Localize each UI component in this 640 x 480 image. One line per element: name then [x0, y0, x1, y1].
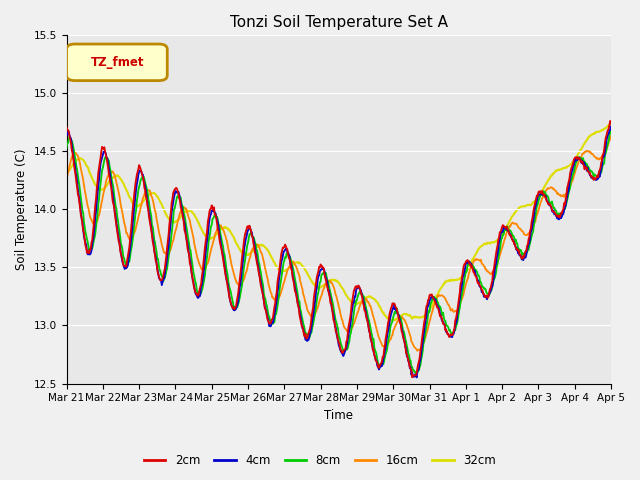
- 4cm: [182, 233, 190, 239]
- 4cm: [438, 317, 445, 323]
- 32cm: [558, 166, 566, 172]
- Text: TZ_fmet: TZ_fmet: [90, 56, 144, 69]
- 2cm: [63, 124, 70, 130]
- 8cm: [182, 222, 190, 228]
- 32cm: [388, 317, 396, 323]
- 4cm: [383, 333, 391, 339]
- Y-axis label: Soil Temperature (C): Soil Temperature (C): [15, 149, 28, 270]
- 2cm: [383, 327, 391, 333]
- Line: 16cm: 16cm: [67, 136, 611, 351]
- 16cm: [558, 193, 566, 199]
- 4cm: [205, 217, 213, 223]
- Line: 8cm: 8cm: [67, 129, 611, 374]
- 4cm: [63, 132, 70, 138]
- Legend: 2cm, 4cm, 8cm, 16cm, 32cm: 2cm, 4cm, 8cm, 16cm, 32cm: [140, 449, 500, 472]
- 2cm: [607, 120, 615, 126]
- 2cm: [330, 318, 338, 324]
- 16cm: [205, 254, 213, 260]
- X-axis label: Time: Time: [324, 409, 353, 422]
- 8cm: [607, 126, 615, 132]
- 8cm: [438, 310, 445, 316]
- Line: 32cm: 32cm: [67, 122, 611, 320]
- Line: 2cm: 2cm: [67, 121, 611, 377]
- 4cm: [607, 124, 615, 130]
- 16cm: [383, 343, 391, 348]
- 8cm: [330, 310, 338, 315]
- 32cm: [63, 171, 70, 177]
- 32cm: [182, 209, 190, 215]
- 8cm: [63, 145, 70, 151]
- 4cm: [413, 374, 420, 380]
- 16cm: [182, 205, 190, 211]
- 4cm: [558, 214, 566, 219]
- 32cm: [205, 236, 213, 241]
- Title: Tonzi Soil Temperature Set A: Tonzi Soil Temperature Set A: [230, 15, 448, 30]
- 8cm: [383, 346, 391, 352]
- 16cm: [413, 348, 421, 354]
- 8cm: [413, 372, 420, 377]
- 32cm: [330, 278, 338, 284]
- 2cm: [205, 208, 213, 214]
- 16cm: [607, 133, 615, 139]
- 8cm: [558, 210, 566, 216]
- 16cm: [330, 286, 338, 291]
- 32cm: [438, 285, 445, 290]
- 2cm: [182, 234, 190, 240]
- FancyBboxPatch shape: [67, 44, 167, 81]
- 2cm: [558, 210, 566, 216]
- 2cm: [607, 118, 614, 124]
- 2cm: [438, 314, 445, 320]
- 32cm: [607, 120, 615, 125]
- 16cm: [63, 178, 70, 183]
- 4cm: [330, 317, 338, 323]
- 2cm: [408, 374, 416, 380]
- 8cm: [205, 234, 213, 240]
- Line: 4cm: 4cm: [67, 127, 611, 377]
- 32cm: [383, 315, 391, 321]
- 16cm: [438, 292, 445, 298]
